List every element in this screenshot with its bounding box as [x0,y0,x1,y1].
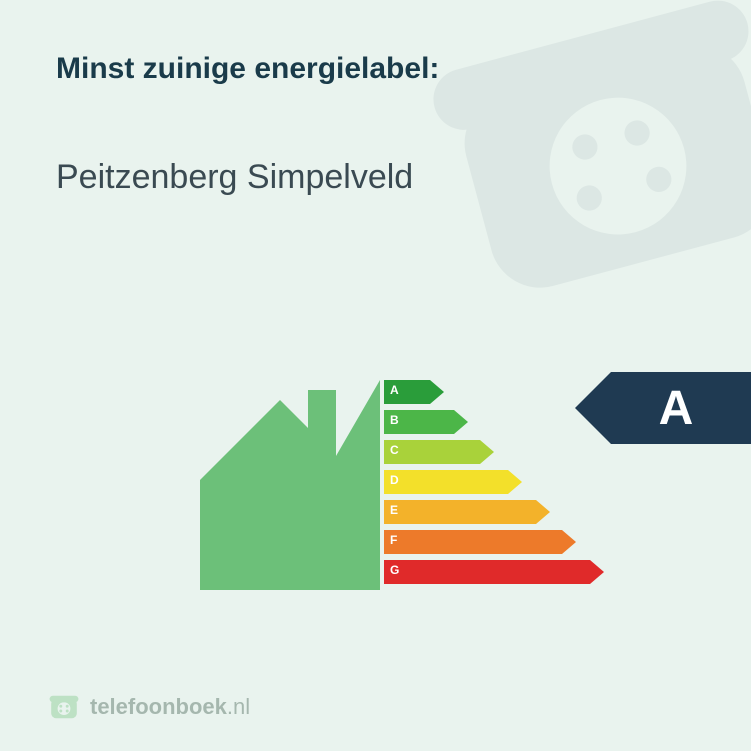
energy-bar-arrow [562,530,576,554]
energy-bar-label: G [390,563,399,577]
energy-bar-arrow [508,470,522,494]
energy-bar-arrow [480,440,494,464]
energy-bar-body: C [384,440,480,464]
rating-badge-arrow [575,372,611,444]
energy-bar-b: B [384,410,604,434]
house-icon [180,360,380,590]
energy-bar-label: B [390,413,399,427]
footer-brand: telefoonboek.nl [48,691,250,723]
energy-bar-arrow [536,500,550,524]
energy-bar-g: G [384,560,604,584]
rating-badge: A [575,372,751,444]
energy-bars-container: A B C D E F G [384,380,604,590]
energy-bar-f: F [384,530,604,554]
energy-bar-label: F [390,533,397,547]
energy-bar-e: E [384,500,604,524]
energy-bar-label: C [390,443,399,457]
energy-bar-body: A [384,380,430,404]
energy-bar-body: G [384,560,590,584]
brand-name-suffix: .nl [227,694,250,719]
rating-badge-label: A [611,372,751,444]
brand-name-bold: telefoonboek [90,694,227,719]
page-title: Minst zuinige energielabel: [56,52,439,86]
brand-icon [48,691,80,723]
energy-bar-arrow [430,380,444,404]
energy-bar-a: A [384,380,604,404]
energy-bar-body: F [384,530,562,554]
energy-bar-c: C [384,440,604,464]
location-name: Peitzenberg Simpelveld [56,158,413,197]
energy-bar-body: B [384,410,454,434]
energy-bar-arrow [454,410,468,434]
energy-bar-body: D [384,470,508,494]
energy-bar-label: E [390,503,398,517]
background-decoration [391,0,751,360]
energy-bar-d: D [384,470,604,494]
energy-label-chart: A B C D E F G [180,360,600,620]
energy-bar-arrow [590,560,604,584]
energy-bar-body: E [384,500,536,524]
energy-bar-label: D [390,473,399,487]
energy-bar-label: A [390,383,399,397]
brand-text: telefoonboek.nl [90,694,250,720]
